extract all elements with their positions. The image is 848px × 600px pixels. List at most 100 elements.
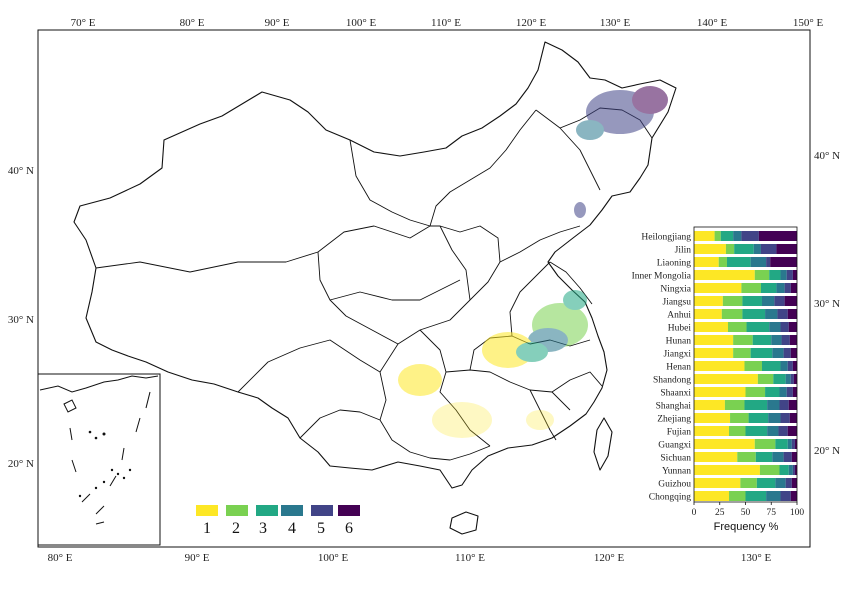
chart-bar-segment <box>694 387 746 397</box>
chart-bar-segment <box>694 348 734 358</box>
chart-category-label: Henan <box>666 363 691 373</box>
chart-bar-segment <box>757 374 774 384</box>
chart-category-label: Shaanxi <box>660 389 691 399</box>
chart-bar-segment <box>726 257 751 267</box>
chart-bar-segment <box>784 283 791 293</box>
chart-bar-segment <box>791 452 797 462</box>
chart-bar-segment <box>786 387 793 397</box>
left-lat-tick: 30° N <box>8 314 34 326</box>
chart-bar-segment <box>772 452 784 462</box>
top-lon-tick: 120° E <box>516 17 547 29</box>
chart-bar-segment <box>733 231 742 241</box>
chart-category-label: Zhejiang <box>657 415 691 425</box>
chart-bar-segment <box>745 426 768 436</box>
chart-bar-segment <box>790 374 794 384</box>
chart-category-label: Shanghai <box>656 402 692 412</box>
chart-province-labels: Heilongjiang Jilin Liaoning Inner Mongolia N… <box>632 233 692 503</box>
chart-bar-segment <box>694 465 760 475</box>
chart-bar-segment <box>745 491 767 501</box>
chart-x-tick-label: 100 <box>790 508 805 518</box>
chart-bar-segment <box>718 257 727 267</box>
chart-bar-segment <box>769 270 781 280</box>
chart-bar-segment <box>694 426 730 436</box>
chart-bar-segment <box>741 231 759 241</box>
chart-bar-segment <box>758 231 797 241</box>
rice-frequency-pixels <box>398 86 668 438</box>
chart-bar-segment <box>745 387 766 397</box>
chart-bar-segment <box>694 322 728 332</box>
chart-bar-segment <box>779 387 787 397</box>
chart-bar-segment <box>791 439 795 449</box>
bottom-lon-tick: 90° E <box>185 552 210 564</box>
chart-bars <box>694 231 797 501</box>
chart-bar-segment <box>734 244 754 254</box>
chart-bar-segment <box>783 452 792 462</box>
chart-bar-segment <box>789 335 797 345</box>
bottom-lon-tick: 110° E <box>455 552 485 564</box>
top-lon-ticks: 70° E 80° E 90° E 100° E 110° E 120° E 1… <box>71 17 824 29</box>
chart-bar-segment <box>760 283 777 293</box>
chart-bar-segment <box>694 400 725 410</box>
left-lat-tick: 40° N <box>8 165 34 177</box>
chart-bar-segment <box>694 244 726 254</box>
bottom-lon-tick: 120° E <box>594 552 625 564</box>
chart-bar-segment <box>787 439 792 449</box>
chart-category-label: Jiangsu <box>663 298 692 308</box>
chart-bar-segment <box>780 270 787 280</box>
chart-bar-segment <box>792 361 797 371</box>
chart-bar-segment <box>694 478 741 488</box>
chart-bar-segment <box>756 478 776 488</box>
chart-bar-segment <box>744 400 768 410</box>
chart-category-label: Jilin <box>675 246 692 256</box>
chart-bar-segment <box>721 309 743 319</box>
chart-bar-segment <box>791 478 797 488</box>
chart-bar-segment <box>694 452 738 462</box>
chart-bar-segment <box>727 322 747 332</box>
chart-x-axis-label: Frequency % <box>714 521 779 533</box>
china-outline <box>73 41 677 489</box>
top-lon-tick: 130° E <box>600 17 631 29</box>
chart-bar-segment <box>774 296 785 306</box>
chart-bar-segment <box>765 309 778 319</box>
chart-bar-segment <box>776 283 785 293</box>
legend-label-2: 2 <box>232 520 240 537</box>
chart-bar-segment <box>785 374 791 384</box>
bottom-lon-tick: 80° E <box>48 552 73 564</box>
chart-bar-segment <box>790 491 797 501</box>
top-lon-tick: 70° E <box>71 17 96 29</box>
chart-bar-segment <box>752 335 772 345</box>
top-lon-tick: 90° E <box>265 17 290 29</box>
chart-category-label: Anhui <box>667 311 691 321</box>
legend-swatch-5 <box>311 505 333 516</box>
chart-bar-segment <box>729 426 746 436</box>
chart-bar-segment <box>767 426 779 436</box>
bottom-lon-tick: 100° E <box>318 552 349 564</box>
chart-bar-segment <box>722 296 743 306</box>
legend-swatch-2 <box>226 505 248 516</box>
legend-label-4: 4 <box>288 520 296 537</box>
chart-category-label: Guangxi <box>658 441 691 451</box>
chart-bar-segment <box>780 491 791 501</box>
chart-bar-segment <box>694 361 745 371</box>
chart-category-label: Hunan <box>666 337 692 347</box>
top-lon-tick: 80° E <box>180 17 205 29</box>
chart-bar-segment <box>766 491 781 501</box>
chart-bar-segment <box>725 244 735 254</box>
bottom-lon-tick: 130° E <box>741 552 772 564</box>
inset-islands <box>69 391 151 525</box>
frequency-chart: Heilongjiang Jilin Liaoning Inner Mongolia N… <box>632 222 805 534</box>
map-legend: 1 2 3 4 5 6 <box>196 505 360 537</box>
chart-bar-segment <box>742 309 766 319</box>
chart-bar-segment <box>778 426 788 436</box>
chart-bar-segment <box>790 348 797 358</box>
chart-bar-segment <box>733 348 751 358</box>
chart-bar-segment <box>794 465 797 475</box>
chart-bar-segment <box>787 309 797 319</box>
chart-bar-segment <box>694 257 719 267</box>
right-lat-tick: 30° N <box>814 298 840 310</box>
chart-bar-segment <box>750 348 773 358</box>
chart-category-label: Guizhou <box>658 480 691 490</box>
chart-bar-segment <box>779 465 789 475</box>
chart-bar-segment <box>720 231 734 241</box>
